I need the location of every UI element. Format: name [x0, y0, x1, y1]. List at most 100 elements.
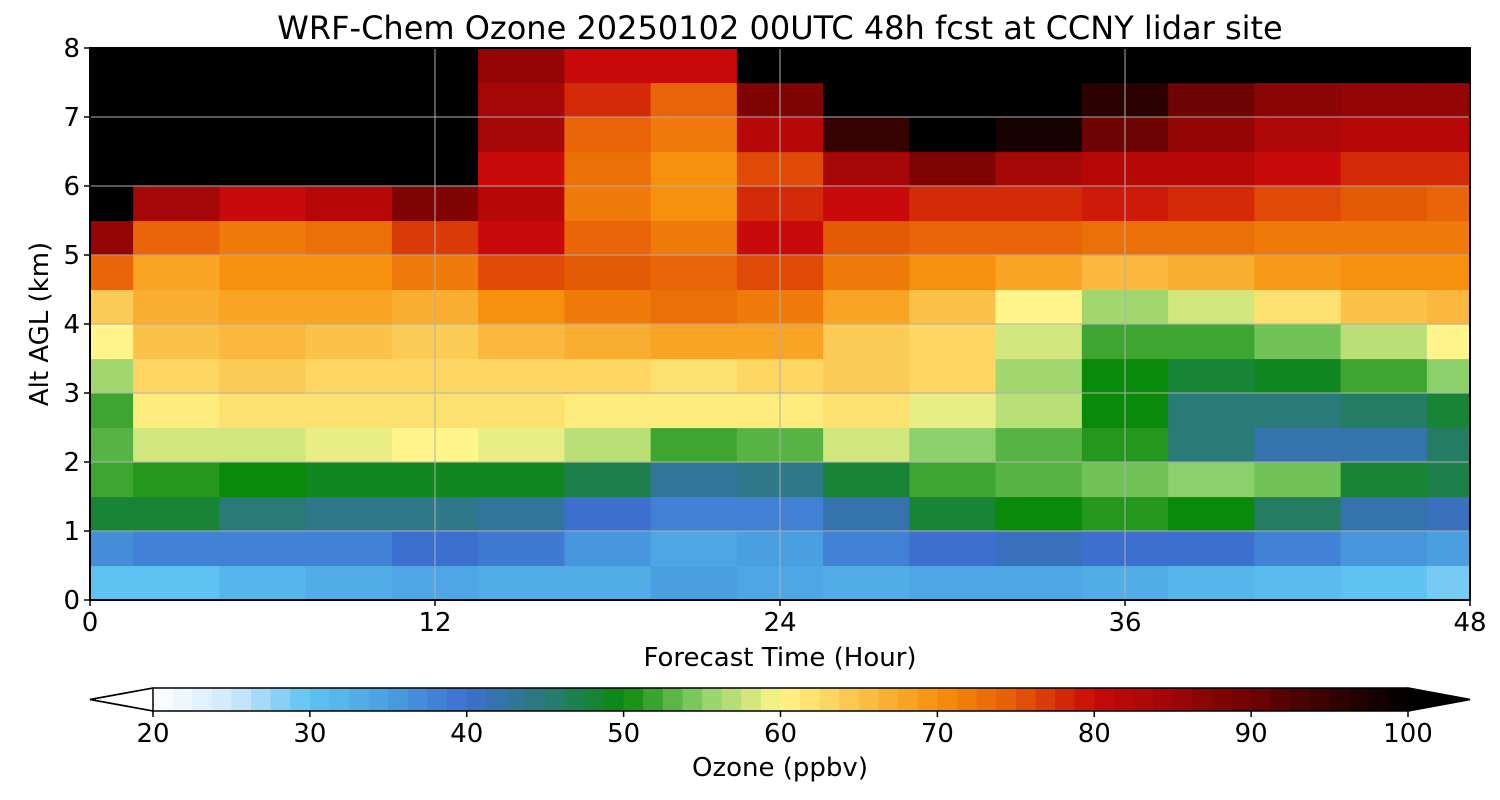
heatmap-cell: [995, 324, 1083, 360]
heatmap-cell: [219, 427, 307, 463]
heatmap-cell: [1168, 565, 1255, 601]
colorbar-swatch: [192, 688, 213, 711]
colorbar-swatch: [545, 688, 566, 711]
y-tick-label: 1: [63, 517, 80, 547]
heatmap-cell: [305, 151, 393, 187]
heatmap-cell: [133, 565, 220, 601]
heatmap-cell: [478, 289, 565, 325]
heatmap-cell: [909, 186, 997, 222]
heatmap-cell: [305, 358, 393, 394]
heatmap-cell: [909, 427, 997, 463]
heatmap-cell: [1168, 531, 1255, 567]
heatmap-cell: [909, 289, 997, 325]
heatmap-cell: [564, 255, 652, 291]
heatmap-cell: [1254, 48, 1342, 84]
colorbar-swatch: [643, 688, 664, 711]
heatmap-cell: [564, 117, 652, 153]
heatmap-cell: [1426, 565, 1471, 601]
heatmap-cell: [1426, 531, 1471, 567]
heatmap-cell: [995, 255, 1083, 291]
colorbar-swatch: [447, 688, 468, 711]
heatmap-cell: [478, 82, 565, 118]
heatmap-cell: [219, 358, 307, 394]
colorbar-swatch: [839, 688, 860, 711]
heatmap-cell: [1340, 565, 1428, 601]
colorbar-swatch: [1309, 688, 1331, 711]
y-tick-label: 4: [63, 310, 80, 340]
heatmap-cell: [1168, 324, 1255, 360]
heatmap-cell: [90, 531, 134, 567]
colorbar-tick-label: 20: [136, 719, 169, 749]
heatmap-cell: [90, 427, 134, 463]
heatmap-cell: [1168, 462, 1255, 498]
colorbar-tick-label: 90: [1235, 719, 1268, 749]
heatmap-cell: [823, 565, 910, 601]
colorbar-swatch: [1211, 688, 1233, 711]
heatmap-cell: [1254, 324, 1342, 360]
colorbar-swatch: [388, 688, 409, 711]
heatmap-cell: [650, 393, 738, 429]
heatmap-cell: [564, 462, 652, 498]
heatmap-cell: [909, 462, 997, 498]
colorbar-swatch: [407, 688, 429, 711]
heatmap-cell: [133, 82, 220, 118]
heatmap-cell: [133, 358, 220, 394]
heatmap-cell: [1340, 496, 1428, 532]
heatmap-cell: [90, 565, 134, 601]
heatmap-cell: [909, 393, 997, 429]
heatmap-cell: [564, 48, 652, 84]
heatmap-cell: [478, 324, 565, 360]
heatmap-cell: [823, 358, 910, 394]
heatmap-cell: [564, 393, 652, 429]
colorbar-swatch: [682, 688, 703, 711]
y-axis: 0 1 2 3 4 5 6 7 8: [63, 34, 90, 616]
colorbar-swatch: [1368, 688, 1389, 711]
heatmap-cell: [909, 220, 997, 256]
heatmap-cell: [909, 531, 997, 567]
colorbar-swatch: [878, 688, 899, 711]
heatmap-cell: [995, 427, 1083, 463]
heatmap-cell: [90, 186, 134, 222]
heatmap-cell: [995, 82, 1083, 118]
heatmap-cell: [305, 531, 393, 567]
y-tick-label: 6: [63, 172, 80, 202]
colorbar-swatch: [466, 688, 487, 711]
heatmap-cell: [133, 255, 220, 291]
heatmap-cell: [478, 496, 565, 532]
colorbar-swatch: [623, 688, 644, 711]
heatmap-cell: [478, 117, 565, 153]
colorbar-swatch: [1388, 688, 1409, 711]
heatmap-cell: [219, 220, 307, 256]
heatmap-cell: [305, 289, 393, 325]
heatmap-cell: [650, 255, 738, 291]
heatmap-cell: [1426, 151, 1471, 187]
heatmap-cell: [1254, 427, 1342, 463]
x-tick-label: 36: [1108, 608, 1141, 638]
heatmap-cell: [1340, 358, 1428, 394]
colorbar-swatch: [780, 688, 801, 711]
heatmap-cell: [1254, 462, 1342, 498]
heatmap-cell: [650, 289, 738, 325]
y-tick-label: 3: [63, 379, 80, 409]
heatmap-cell: [564, 565, 652, 601]
heatmap-cell: [1426, 186, 1471, 222]
heatmap-cell: [305, 117, 393, 153]
colorbar-swatch: [702, 688, 723, 711]
heatmap-cell: [823, 289, 910, 325]
heatmap-cell: [133, 462, 220, 498]
heatmap-cell: [305, 462, 393, 498]
heatmap-cell: [1168, 289, 1255, 325]
colorbar-swatch: [741, 688, 762, 711]
heatmap-cell: [1168, 496, 1255, 532]
heatmap-cell: [219, 324, 307, 360]
heatmap-cell: [564, 496, 652, 532]
heatmap-cell: [995, 531, 1083, 567]
colorbar-swatch: [153, 688, 174, 711]
heatmap-cell: [478, 48, 565, 84]
colorbar-swatch: [1133, 688, 1154, 711]
heatmap-cell: [823, 496, 910, 532]
heatmap-cell: [823, 462, 910, 498]
colorbar-swatch: [1055, 688, 1076, 711]
heatmap-cell: [823, 531, 910, 567]
